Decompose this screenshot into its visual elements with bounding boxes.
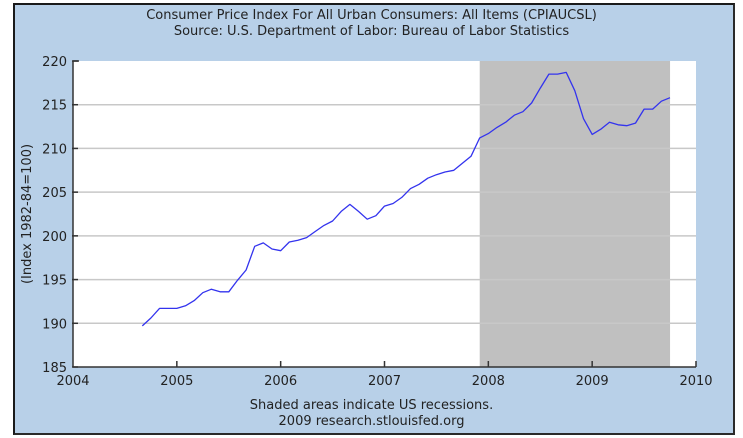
data-point [643, 108, 644, 109]
data-point [436, 174, 437, 175]
x-tick-label: 2006 [264, 374, 297, 389]
data-point [315, 231, 316, 232]
data-point [470, 156, 471, 157]
data-point [150, 317, 151, 318]
y-tick-label: 205 [42, 186, 67, 201]
y-tick-label: 215 [42, 99, 67, 114]
footnote-source: 2009 research.stlouisfed.org [278, 414, 465, 429]
data-point [263, 242, 264, 243]
x-tick-label: 2005 [160, 374, 193, 389]
x-tick-label: 2008 [472, 374, 505, 389]
y-tick-label: 220 [42, 55, 67, 70]
data-point [557, 74, 558, 75]
data-point [254, 246, 255, 247]
x-tick-label: 2009 [576, 374, 609, 389]
y-axis-label: (Index 1982-84=100) [20, 144, 35, 284]
y-tick-label: 185 [42, 361, 67, 376]
data-point [427, 178, 428, 179]
data-point [401, 197, 402, 198]
data-point [453, 170, 454, 171]
y-tick-label: 195 [42, 274, 67, 289]
data-point [176, 308, 177, 309]
x-tick-label: 2004 [56, 374, 89, 389]
data-point [393, 203, 394, 204]
footnote-recessions: Shaded areas indicate US recessions. [249, 398, 494, 413]
gridlines [73, 103, 696, 325]
data-point [245, 269, 246, 270]
data-point [592, 134, 593, 135]
data-point [618, 124, 619, 125]
data-point [609, 122, 610, 123]
data-point [202, 292, 203, 293]
data-point [271, 248, 272, 249]
y-tick-label: 200 [42, 230, 67, 245]
data-point [237, 280, 238, 281]
data-point [583, 118, 584, 119]
data-point [514, 115, 515, 116]
data-point [540, 88, 541, 89]
data-point [306, 237, 307, 238]
axes [72, 60, 697, 368]
data-point [574, 90, 575, 91]
data-point [462, 163, 463, 164]
data-point [289, 241, 290, 242]
x-tick-label: 2010 [679, 374, 712, 389]
data-point [332, 220, 333, 221]
data-point [228, 291, 229, 292]
series-layer [141, 71, 671, 327]
data-point [367, 219, 368, 220]
series-line-cpiaucsl [141, 71, 671, 327]
data-point [375, 215, 376, 216]
y-tick-label: 210 [42, 142, 67, 157]
data-point [635, 122, 636, 123]
data-point [548, 74, 549, 75]
data-point [661, 101, 662, 102]
x-tick-label: 2007 [368, 374, 401, 389]
data-point [349, 204, 350, 205]
data-point [297, 240, 298, 241]
data-point [488, 133, 489, 134]
data-point [566, 72, 567, 73]
data-point [600, 129, 601, 130]
data-point [444, 171, 445, 172]
tick-labels: 185 190 195 200 205 210 215 220 2004 2005 2006 2007… [42, 55, 712, 389]
data-point [159, 308, 160, 309]
data-point [194, 300, 195, 301]
data-point [505, 122, 506, 123]
recession-band [479, 61, 671, 367]
data-point [479, 137, 480, 138]
data-point [496, 127, 497, 128]
data-point [384, 206, 385, 207]
data-point [418, 184, 419, 185]
data-point [652, 108, 653, 109]
data-point [522, 111, 523, 112]
y-tick-label: 190 [42, 317, 67, 332]
data-point [341, 211, 342, 212]
data-point [531, 102, 532, 103]
data-point [280, 250, 281, 251]
data-point [211, 289, 212, 290]
data-point [168, 308, 169, 309]
data-point [410, 188, 411, 189]
data-point [626, 125, 627, 126]
recession-shading-layer [479, 61, 671, 367]
data-point [669, 97, 670, 98]
chart-title: Consumer Price Index For All Urban Consu… [146, 8, 597, 23]
data-point [323, 225, 324, 226]
data-point [220, 291, 221, 292]
chart-subtitle: Source: U.S. Department of Labor: Bureau… [173, 24, 570, 39]
data-point [142, 325, 143, 326]
data-point [358, 211, 359, 212]
data-point [185, 305, 186, 306]
